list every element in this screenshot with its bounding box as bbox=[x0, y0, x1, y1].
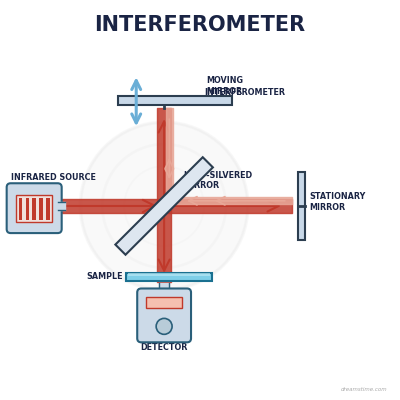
Text: MOVING
MIRROR: MOVING MIRROR bbox=[206, 76, 243, 96]
FancyBboxPatch shape bbox=[7, 183, 62, 233]
Circle shape bbox=[80, 122, 248, 290]
Bar bbox=[46, 198, 50, 220]
Text: INFRARED SOURCE: INFRARED SOURCE bbox=[12, 173, 96, 182]
Bar bbox=[19, 198, 22, 220]
Bar bbox=[32, 198, 36, 220]
Text: INTERFEROMETER: INTERFEROMETER bbox=[94, 15, 306, 35]
Text: SAMPLE: SAMPLE bbox=[86, 272, 123, 281]
Bar bbox=[39, 198, 43, 220]
Text: STATIONARY
MIRROR: STATIONARY MIRROR bbox=[310, 192, 366, 212]
FancyBboxPatch shape bbox=[137, 288, 191, 342]
Bar bbox=[26, 198, 29, 220]
FancyBboxPatch shape bbox=[128, 273, 210, 276]
Circle shape bbox=[156, 318, 172, 334]
FancyBboxPatch shape bbox=[118, 96, 232, 105]
Text: dreamstime.com: dreamstime.com bbox=[341, 387, 387, 392]
FancyBboxPatch shape bbox=[126, 272, 212, 280]
Text: INTERFEROMETER: INTERFEROMETER bbox=[204, 88, 285, 97]
Text: HALF-SILVERED
MIRROR: HALF-SILVERED MIRROR bbox=[183, 171, 252, 190]
FancyBboxPatch shape bbox=[298, 172, 305, 240]
Polygon shape bbox=[115, 157, 213, 255]
Text: DETECTOR: DETECTOR bbox=[140, 343, 188, 352]
FancyBboxPatch shape bbox=[146, 297, 182, 308]
FancyBboxPatch shape bbox=[16, 195, 52, 222]
